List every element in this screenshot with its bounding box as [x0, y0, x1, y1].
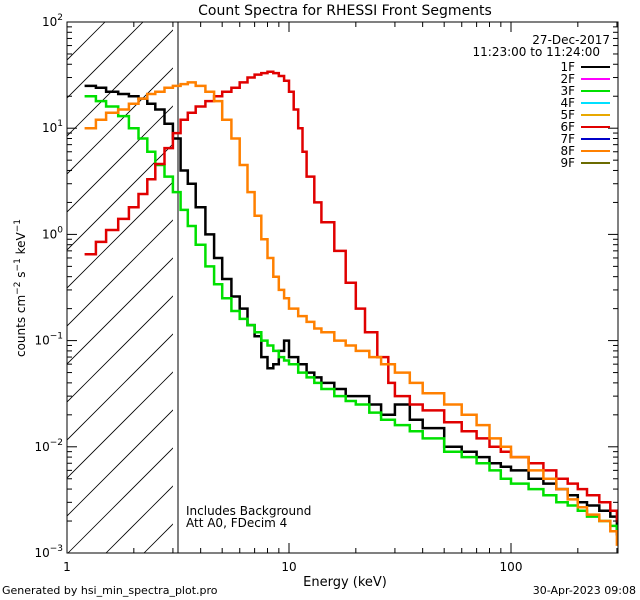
legend-label-7F: 7F [560, 132, 575, 146]
x-axis: 1 10 100 [63, 22, 618, 574]
hatch-line [67, 257, 173, 365]
legend-label-8F: 8F [560, 144, 575, 158]
y-tick-label: 102 [42, 13, 63, 29]
y-axis: 10−3 10−2 10−1 100 101 102 [34, 13, 618, 560]
date-label: 27-Dec-2017 [532, 33, 610, 47]
y-tick-label: 10−2 [34, 438, 63, 454]
hatch-line [67, 181, 173, 289]
chart-title: Count Spectra for RHESSI Front Segments [198, 3, 492, 19]
hatch-line [67, 371, 173, 479]
x-axis-label: Energy (keV) [303, 575, 387, 590]
legend-label-5F: 5F [560, 108, 575, 122]
series-6F [84, 70, 618, 523]
time-range-label: 11:23:00 to 11:24:00 [473, 45, 600, 59]
legend-label-1F: 1F [560, 60, 575, 74]
hatch-line [67, 22, 68, 23]
y-tick-label: 10−1 [34, 332, 63, 348]
legend-label-4F: 4F [560, 96, 575, 110]
y-tick-label: 10−3 [34, 544, 63, 560]
y-tick-label: 101 [42, 119, 63, 135]
annotation-attenuator: Att A0, FDecim 4 [186, 516, 287, 530]
plot-frame [66, 21, 619, 554]
timestamp-label: 30-Apr-2023 09:08 [533, 584, 636, 597]
series-8F [84, 81, 618, 546]
legend-label-6F: 6F [560, 120, 575, 134]
legend-label-2F: 2F [560, 72, 575, 86]
y-axis-label: counts cm−2 s−1 keV−1 [13, 219, 28, 357]
hatch-line [67, 333, 173, 441]
y-tick-label: 100 [42, 225, 63, 241]
series-layer [84, 70, 618, 546]
legend-label-9F: 9F [560, 156, 575, 170]
hatch-line [67, 105, 173, 213]
x-tick-label: 10 [281, 560, 296, 574]
hatch-line [67, 67, 173, 175]
hatch-line [67, 219, 173, 327]
series-3F [84, 94, 618, 533]
hatch-line [67, 447, 173, 553]
generated-by-label: Generated by hsi_min_spectra_plot.pro [2, 584, 218, 597]
annotation-background: Includes Background [186, 504, 311, 518]
hatch-line [67, 409, 173, 517]
hatch-line [67, 29, 173, 137]
x-tick-label: 1 [63, 560, 71, 574]
legend-label-3F: 3F [560, 84, 575, 98]
x-tick-label: 100 [500, 560, 523, 574]
